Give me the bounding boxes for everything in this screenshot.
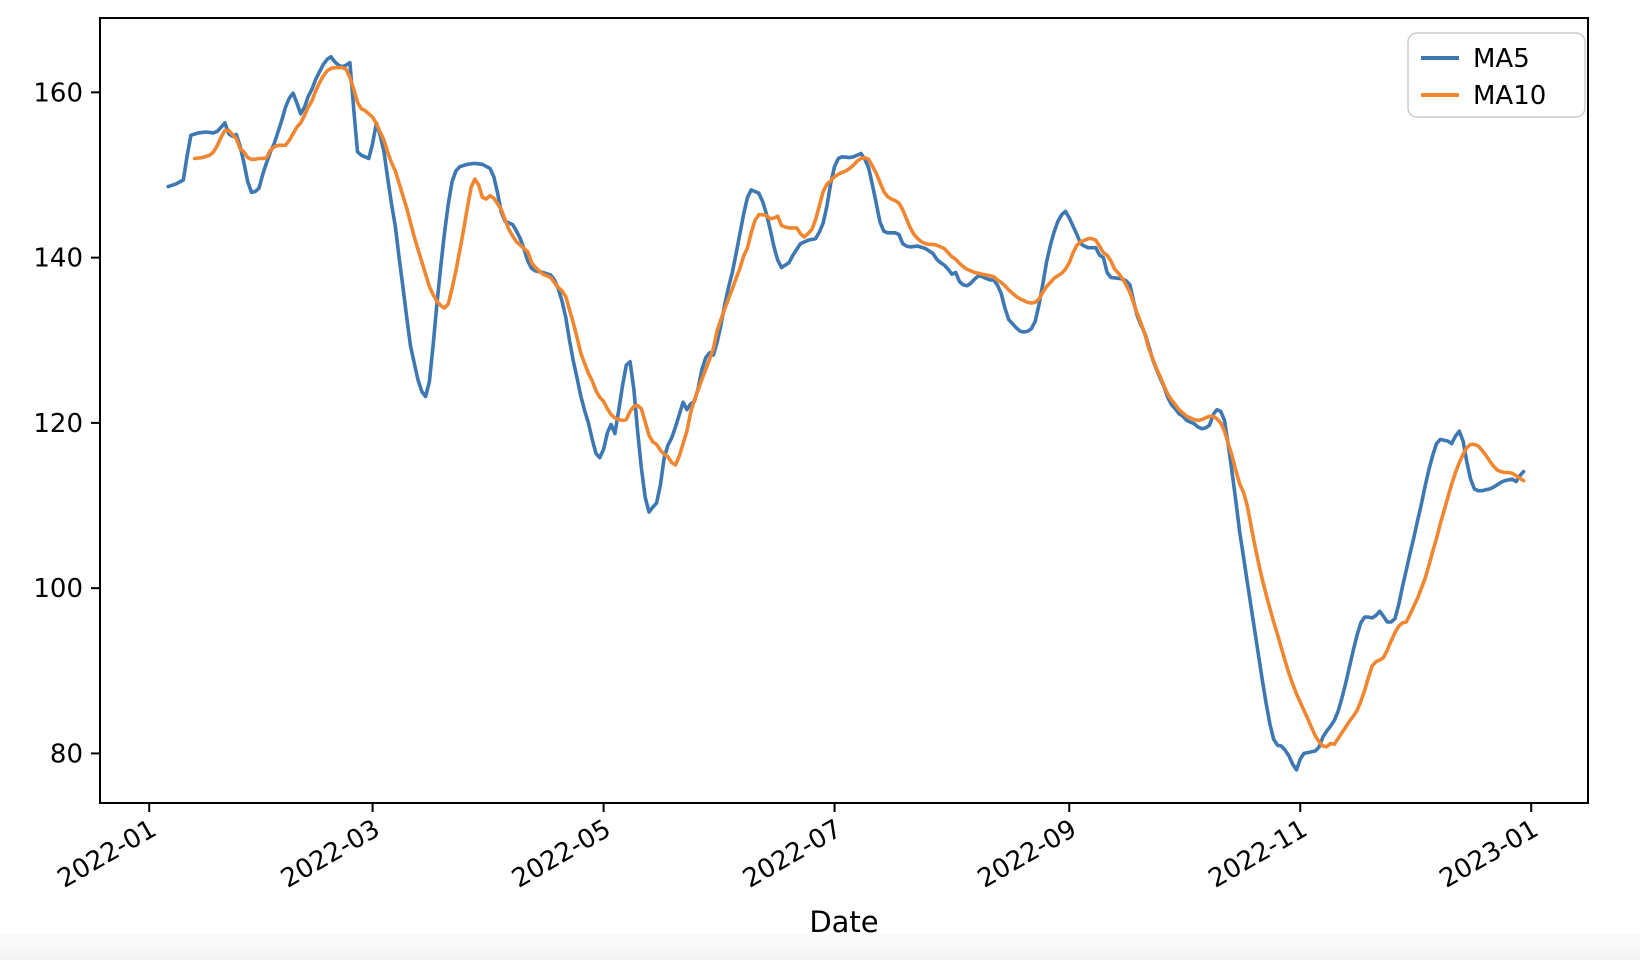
x-tick-label: 2022-01 — [53, 814, 162, 894]
y-tick-label: 140 — [33, 244, 83, 274]
plot-frame — [99, 17, 1589, 804]
x-tick-label: 2023-01 — [1435, 814, 1544, 894]
legend-label-ma10: MA10 — [1473, 81, 1546, 111]
series-lines — [166, 54, 1526, 772]
x-tick-label: 2022-09 — [973, 814, 1082, 894]
x-tick-label: 2022-03 — [276, 814, 385, 894]
figure-bottom-band — [0, 934, 1640, 960]
legend: MA5 MA10 — [1407, 32, 1586, 118]
x-axis-label: Date — [809, 905, 878, 939]
x-tick-label: 2022-07 — [738, 814, 847, 894]
legend-label-ma5: MA5 — [1473, 44, 1530, 74]
y-tick-label: 120 — [33, 409, 83, 439]
series-line-ma5 — [166, 54, 1526, 772]
series-line-ma10 — [192, 65, 1526, 749]
y-tick-label: 80 — [50, 739, 83, 769]
x-axis-ticks: 2022-01 2022-03 2022-05 2022-07 2022-09 2022-… — [53, 803, 1544, 894]
y-tick-label: 160 — [33, 78, 83, 108]
y-axis-ticks: 80 100 120 140 160 — [33, 78, 100, 769]
x-tick-label: 2022-11 — [1204, 814, 1313, 894]
x-tick-label: 2022-05 — [507, 814, 616, 894]
y-tick-label: 100 — [33, 574, 83, 604]
